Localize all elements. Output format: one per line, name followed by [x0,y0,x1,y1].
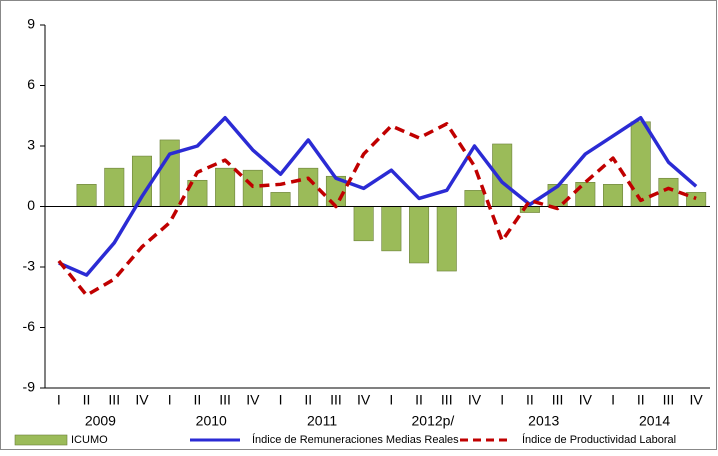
year-label: 2009 [85,413,116,429]
y-tick-label: 3 [27,137,35,153]
bar [104,167,125,207]
bar [686,192,707,207]
x-tick-label: I [611,392,615,408]
bar [381,206,402,252]
x-tick-label: III [330,392,342,408]
x-tick-label: II [415,392,423,408]
x-tick-label: I [168,392,172,408]
y-tick-label: 6 [27,76,35,92]
bar [353,206,374,242]
x-tick-label: II [637,392,645,408]
x-tick-label: III [552,392,564,408]
x-tick-label: I [279,392,283,408]
bar [298,167,319,207]
legend-label: Índice de Productividad Laboral [522,433,676,446]
x-tick-label: II [83,392,91,408]
line [58,116,698,277]
y-tick-label: 0 [27,197,35,213]
y-tick-label: -9 [23,379,36,395]
bar [242,169,263,207]
y-tick-label: -6 [23,318,36,334]
bar [215,167,236,207]
line [57,122,697,297]
y-tick-label: -3 [23,258,36,274]
year-label: 2012p/ [412,413,455,429]
x-tick-label: III [663,392,675,408]
x-tick-label: IV [468,392,482,408]
year-label: 2010 [196,413,227,429]
bar [575,182,596,207]
bar [270,192,291,207]
x-tick-label: II [526,392,534,408]
legend-label: Índice de Remuneraciones Medias Reales [252,433,459,446]
year-label: 2013 [528,413,559,429]
legend-swatch [14,434,68,446]
x-tick-label: IV [135,392,149,408]
x-tick-label: III [219,392,231,408]
bar [159,139,180,207]
x-tick-label: I [57,392,61,408]
x-tick-label: IV [579,392,593,408]
x-tick-label: III [108,392,120,408]
bar [630,121,651,207]
x-tick-label: I [389,392,393,408]
bar [603,184,624,207]
year-label: 2014 [639,413,670,429]
x-tick-label: IV [690,392,704,408]
x-tick-label: IV [246,392,260,408]
x-tick-label: IV [357,392,371,408]
year-label: 2011 [307,413,337,429]
bar [436,206,457,272]
x-tick-label: III [441,392,453,408]
x-tick-label: II [194,392,202,408]
x-tick-label: II [304,392,312,408]
bar [658,177,679,207]
y-tick-label: 9 [27,16,35,32]
bar [409,206,430,264]
bar [76,184,97,207]
x-tick-label: I [500,392,504,408]
legend-label: ICUMO [71,434,108,446]
bar [464,190,485,207]
